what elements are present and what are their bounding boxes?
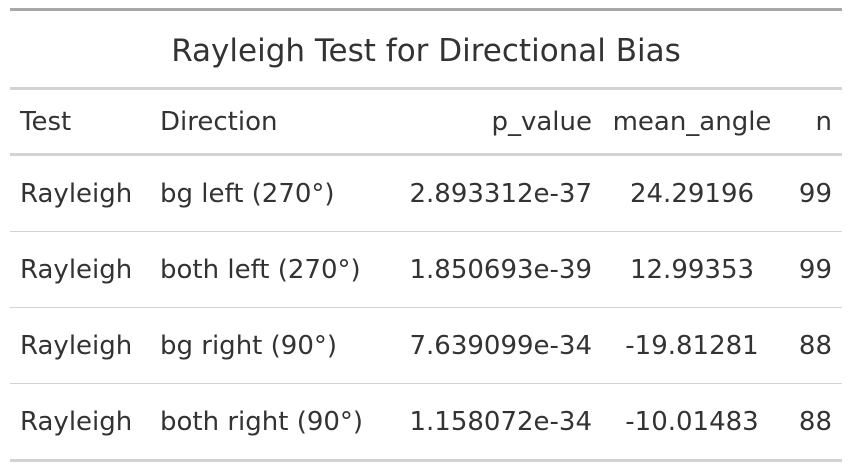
cell-n: 88	[782, 307, 842, 384]
cell-direction: both right (90°)	[150, 383, 386, 462]
cell-mean-angle: 24.29196	[602, 154, 782, 232]
cell-mean-angle: 12.99353	[602, 231, 782, 308]
cell-n: 88	[782, 383, 842, 462]
column-header-p-value: p_value	[386, 90, 602, 156]
table-row: Rayleigh both right (90°) 1.158072e-34 -…	[10, 383, 842, 462]
cell-p-value: 1.158072e-34	[386, 383, 602, 462]
cell-test: Rayleigh	[10, 154, 150, 232]
cell-n: 99	[782, 154, 842, 232]
column-header-direction: Direction	[150, 90, 386, 156]
column-header-mean-angle: mean_angle	[602, 90, 782, 156]
table-top-rule	[10, 8, 842, 11]
column-header-n: n	[782, 90, 842, 156]
results-table: Test Direction p_value mean_angle n Rayl…	[10, 90, 842, 462]
cell-direction: bg left (270°)	[150, 154, 386, 232]
cell-mean-angle: -19.81281	[602, 307, 782, 384]
table-body: Rayleigh bg left (270°) 2.893312e-37 24.…	[10, 154, 842, 462]
cell-test: Rayleigh	[10, 307, 150, 384]
table-title: Rayleigh Test for Directional Bias	[10, 11, 842, 90]
cell-test: Rayleigh	[10, 383, 150, 462]
results-table-container: Rayleigh Test for Directional Bias Test …	[10, 8, 842, 462]
cell-direction: both left (270°)	[150, 231, 386, 308]
table-row: Rayleigh both left (270°) 1.850693e-39 1…	[10, 231, 842, 308]
cell-mean-angle: -10.01483	[602, 383, 782, 462]
cell-p-value: 7.639099e-34	[386, 307, 602, 384]
table-header: Test Direction p_value mean_angle n	[10, 90, 842, 156]
table-row: Rayleigh bg right (90°) 7.639099e-34 -19…	[10, 307, 842, 384]
cell-p-value: 1.850693e-39	[386, 231, 602, 308]
cell-p-value: 2.893312e-37	[386, 154, 602, 232]
header-row: Test Direction p_value mean_angle n	[10, 90, 842, 156]
table-row: Rayleigh bg left (270°) 2.893312e-37 24.…	[10, 154, 842, 232]
column-header-test: Test	[10, 90, 150, 156]
cell-direction: bg right (90°)	[150, 307, 386, 384]
cell-test: Rayleigh	[10, 231, 150, 308]
cell-n: 99	[782, 231, 842, 308]
